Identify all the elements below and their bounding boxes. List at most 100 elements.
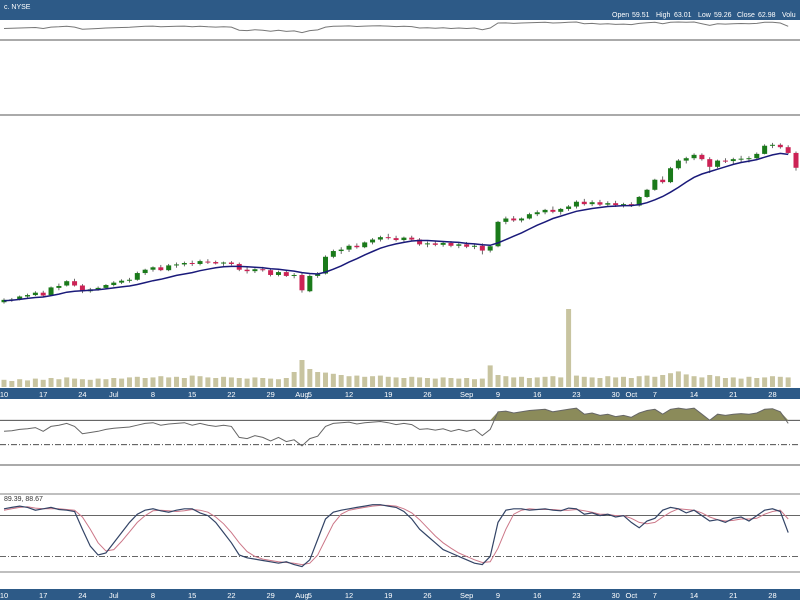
- x-tick-label: 7: [653, 591, 657, 600]
- candle-body: [260, 269, 266, 271]
- stochastic-panel: [0, 493, 800, 573]
- volume-bar: [205, 377, 211, 387]
- candle-body: [691, 154, 697, 159]
- volume-bar: [746, 376, 752, 387]
- volume-bar: [126, 377, 132, 387]
- candle-body: [668, 168, 674, 183]
- volume-bar: [456, 378, 462, 387]
- volume-bar: [519, 376, 525, 387]
- volume-bar: [142, 378, 148, 387]
- volume-bar: [174, 376, 180, 387]
- candle-body: [166, 265, 172, 271]
- x-tick-label: 14: [690, 390, 698, 399]
- volume-bar: [370, 376, 376, 387]
- volume-bar: [550, 376, 556, 387]
- candle-body: [134, 273, 140, 280]
- volume-bar: [119, 378, 125, 387]
- candle-body: [377, 237, 383, 240]
- x-tick-label: 10: [0, 591, 8, 600]
- candle-body: [534, 212, 540, 215]
- candle-body: [409, 237, 415, 240]
- candle-body: [519, 218, 525, 221]
- volume-bar: [64, 377, 70, 387]
- candle-body: [417, 239, 423, 245]
- stoch-k-line: [3, 504, 789, 568]
- candle-body: [503, 218, 509, 222]
- candle-body: [189, 263, 195, 265]
- volume-bar: [362, 376, 368, 387]
- x-tick-label: 17: [39, 591, 47, 600]
- volume-bar: [315, 372, 321, 387]
- volume-bar: [17, 379, 23, 387]
- candle-body: [268, 270, 274, 275]
- volume-bar: [158, 376, 164, 387]
- volume-bar: [213, 378, 219, 387]
- volume-bar: [526, 378, 532, 387]
- volume-bar: [424, 378, 430, 387]
- volume-bar: [25, 380, 31, 387]
- x-tick-label: 23: [572, 390, 580, 399]
- candle-body: [471, 245, 477, 247]
- x-tick-label: Sep: [460, 591, 473, 600]
- candle-body: [17, 296, 23, 300]
- candle-body: [48, 287, 54, 296]
- candle-body: [291, 274, 297, 276]
- candle-body: [354, 245, 360, 248]
- x-tick-label: 12: [345, 390, 353, 399]
- candle-body: [25, 295, 31, 297]
- volume-bar: [330, 373, 336, 387]
- volume-bar: [56, 379, 62, 387]
- volume-bar: [660, 375, 666, 387]
- rsi-panel: [0, 407, 800, 447]
- volume-bar: [111, 378, 117, 387]
- candle-body: [213, 262, 219, 264]
- volume-bar: [675, 371, 681, 387]
- candle-body: [362, 242, 368, 248]
- volume-bar: [487, 365, 493, 387]
- volume-bar: [769, 376, 775, 387]
- candle-body: [95, 287, 101, 290]
- candle-body: [715, 160, 721, 167]
- volume-bars: [1, 309, 791, 387]
- x-tick-label: 30: [611, 390, 619, 399]
- open-label: Open: [612, 12, 629, 19]
- candle-body: [707, 159, 713, 167]
- x-tick-label: 9: [496, 390, 500, 399]
- volume-bar: [103, 379, 109, 387]
- x-tick-label: 9: [496, 591, 500, 600]
- volume-bar: [338, 375, 344, 387]
- candle-body: [566, 206, 572, 209]
- x-tick-label: Jul: [109, 390, 119, 399]
- candle-body: [338, 249, 344, 252]
- header-band: [0, 0, 800, 20]
- candle-body: [769, 144, 775, 146]
- x-tick-label: Jul: [109, 591, 119, 600]
- volume-bar: [589, 377, 595, 387]
- candle-body: [150, 267, 156, 270]
- x-tick-label: 8: [151, 591, 155, 600]
- volume-bar: [613, 377, 619, 387]
- volume-bar: [393, 377, 399, 387]
- volume-bar: [440, 377, 446, 387]
- candle-body: [456, 244, 462, 246]
- volume-bar: [401, 378, 407, 387]
- volume-bar: [495, 375, 501, 387]
- x-tick-label: 24: [78, 591, 86, 600]
- volume-bar: [95, 378, 101, 387]
- candle-body: [738, 158, 744, 160]
- volume-bar: [668, 373, 674, 387]
- x-tick-label: 15: [188, 591, 196, 600]
- candle-body: [550, 209, 556, 212]
- volume-bar: [48, 378, 54, 387]
- x-tick-label: 10: [0, 390, 8, 399]
- candle-body: [72, 281, 78, 286]
- volume-bar: [597, 378, 603, 387]
- candle-body: [542, 209, 548, 213]
- candle-body: [620, 204, 626, 206]
- volume-bar: [573, 375, 579, 387]
- candle-body: [119, 280, 125, 283]
- high-label: High: [656, 12, 671, 19]
- volume-bar: [581, 376, 587, 387]
- volume-bar: [644, 375, 650, 387]
